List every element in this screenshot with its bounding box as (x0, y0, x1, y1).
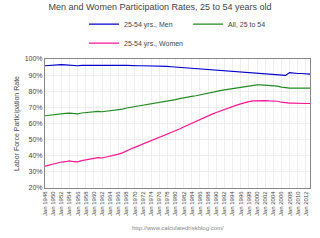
svg-text:Jan 1948: Jan 1948 (42, 191, 48, 216)
svg-text:Jan 1966: Jan 1966 (115, 191, 121, 216)
svg-text:Jan 1970: Jan 1970 (132, 191, 138, 216)
svg-text:Jan 1976: Jan 1976 (156, 191, 162, 216)
svg-text:Jan 1978: Jan 1978 (164, 191, 170, 216)
svg-text:Jan 1968: Jan 1968 (123, 191, 129, 216)
svg-text:70%: 70% (29, 104, 43, 111)
svg-text:Jan 2004: Jan 2004 (270, 191, 276, 216)
svg-text:Jan 1974: Jan 1974 (148, 191, 154, 216)
svg-text:http://www.calculatedriskblog.: http://www.calculatedriskblog.com/ (132, 225, 224, 231)
svg-text:90%: 90% (29, 72, 43, 79)
svg-text:25-54 yrs., Men: 25-54 yrs., Men (124, 21, 173, 29)
svg-text:Jan 1990: Jan 1990 (213, 191, 219, 216)
svg-text:Jan 1954: Jan 1954 (66, 191, 72, 216)
svg-text:Jan 1950: Jan 1950 (50, 191, 56, 216)
svg-text:Jan 1992: Jan 1992 (221, 191, 227, 216)
svg-text:Jan 2012: Jan 2012 (303, 191, 309, 216)
svg-text:20%: 20% (29, 184, 43, 191)
svg-text:Jan 1984: Jan 1984 (189, 191, 195, 216)
svg-text:Jan 1962: Jan 1962 (99, 191, 105, 216)
svg-text:Jan 2008: Jan 2008 (287, 191, 293, 216)
svg-text:Jan 2002: Jan 2002 (262, 191, 268, 216)
svg-text:50%: 50% (29, 136, 43, 143)
svg-text:Jan 1982: Jan 1982 (181, 191, 187, 216)
svg-text:Jan 1994: Jan 1994 (229, 191, 235, 216)
svg-text:Men and Women Participation Ra: Men and Women Participation Rates, 25 to… (49, 2, 272, 12)
svg-text:Jan 2006: Jan 2006 (278, 191, 284, 216)
svg-text:All, 25 to 54: All, 25 to 54 (228, 21, 265, 28)
svg-text:100%: 100% (25, 55, 43, 62)
svg-text:30%: 30% (29, 168, 43, 175)
svg-text:25-54 yrs., Women: 25-54 yrs., Women (124, 40, 183, 48)
svg-text:Jan 2000: Jan 2000 (254, 191, 260, 216)
svg-text:Jan 1996: Jan 1996 (238, 191, 244, 216)
svg-text:Jan 1988: Jan 1988 (205, 191, 211, 216)
svg-text:Jan 1998: Jan 1998 (246, 191, 252, 216)
svg-text:Jan 1960: Jan 1960 (91, 191, 97, 216)
svg-text:Jan 2010: Jan 2010 (295, 191, 301, 216)
svg-text:Jan 1972: Jan 1972 (140, 191, 146, 216)
svg-text:Labor Force Participation Rate: Labor Force Participation Rate (13, 76, 21, 171)
svg-text:Jan 1958: Jan 1958 (83, 191, 89, 216)
svg-text:80%: 80% (29, 88, 43, 95)
svg-text:Jan 1956: Jan 1956 (75, 191, 81, 216)
svg-text:Jan 1952: Jan 1952 (58, 191, 64, 216)
svg-text:40%: 40% (29, 152, 43, 159)
svg-text:60%: 60% (29, 120, 43, 127)
svg-text:Jan 1964: Jan 1964 (107, 191, 113, 216)
svg-text:Jan 1986: Jan 1986 (197, 191, 203, 216)
svg-text:Jan 1980: Jan 1980 (172, 191, 178, 216)
